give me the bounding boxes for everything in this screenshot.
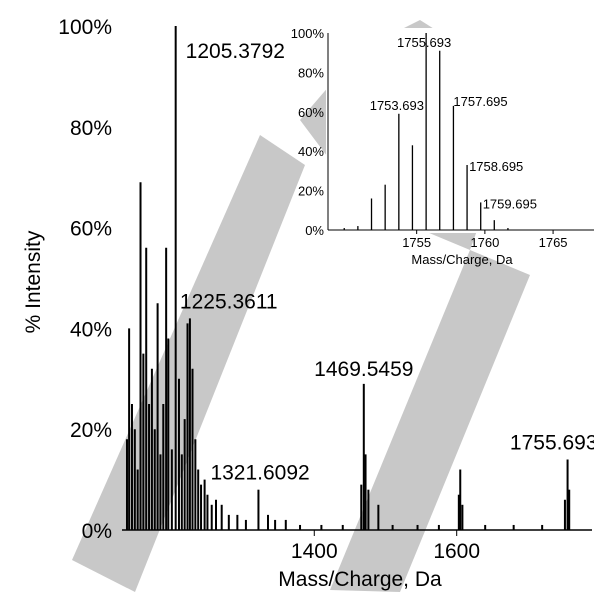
main-peak-labels: 1205.3792 1225.3611 1321.6092 1469.5459 1755… [180, 40, 594, 485]
main-x-tick-labels: 1400 1600 [291, 530, 480, 563]
inset-spectrum-plot: 0% 20% 40% 60% 80% 100% 1755 1760 1765 1753.693… [291, 26, 594, 267]
main-peak-label: 1469.5459 [314, 358, 413, 381]
inset-x-tick-label: 1760 [470, 235, 499, 250]
main-spectrum-plot: 0% 20% 40% 60% 80% 100% 1400 1600 1205.3792 122… [22, 16, 594, 591]
inset-y-tick-label: 20% [298, 184, 324, 199]
main-y-tick-label: 20% [70, 419, 112, 442]
inset-peak-label: 1757.695 [453, 94, 507, 109]
main-peak-label: 1321.6092 [210, 462, 309, 485]
main-x-tick-label: 1400 [291, 540, 338, 563]
main-peak-series [125, 26, 571, 530]
main-y-tick-label: 0% [82, 520, 112, 543]
inset-peak-labels: 1753.693 1755.693 1757.695 1758.695 1759.695 [370, 35, 537, 211]
inset-y-tick-label: 40% [298, 144, 324, 159]
inset-y-tick-labels: 0% 20% 40% 60% 80% 100% [291, 26, 325, 238]
main-peak-label: 1205.3792 [186, 40, 285, 63]
main-peak-label: 1225.3611 [180, 290, 278, 313]
inset-y-tick-label: 100% [291, 26, 325, 41]
inset-y-tick-label: 80% [298, 65, 324, 80]
main-y-tick-label: 100% [58, 16, 112, 39]
main-x-axis-title: Mass/Charge, Da [278, 568, 442, 591]
main-peak-label: 1755.6933 [510, 431, 594, 454]
main-y-axis-title: % Intensity [22, 230, 45, 333]
inset-peak-label: 1759.695 [483, 196, 537, 211]
main-y-tick-label: 40% [70, 318, 112, 341]
inset-peak-label: 1753.693 [370, 98, 424, 113]
inset-y-tick-label: 60% [298, 105, 324, 120]
inset-background [326, 28, 594, 233]
main-y-tick-labels: 0% 20% 40% 60% 80% 100% [58, 16, 112, 543]
inset-peak-label: 1758.695 [469, 159, 523, 174]
main-x-tick-label: 1600 [433, 540, 480, 563]
inset-x-axis-title: Mass/Charge, Da [411, 252, 513, 267]
main-y-tick-label: 80% [70, 117, 112, 140]
inset-peak-label: 1755.693 [397, 35, 451, 50]
inset-x-tick-label: 1755 [402, 235, 431, 250]
inset-y-tick-label: 0% [305, 223, 324, 238]
main-y-tick-label: 60% [70, 218, 112, 241]
inset-peak-series [343, 33, 509, 230]
inset-x-tick-label: 1765 [539, 235, 568, 250]
inset-x-tick-labels: 1755 1760 1765 [402, 230, 568, 250]
